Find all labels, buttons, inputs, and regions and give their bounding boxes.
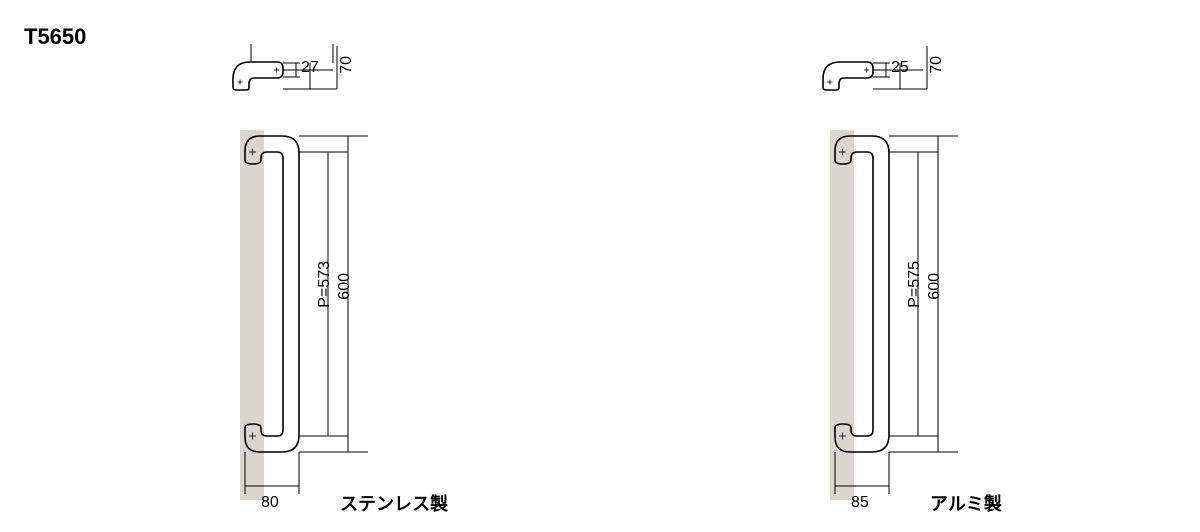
top-view-elbow: [233, 62, 283, 90]
dim-bottom: 80: [261, 494, 279, 512]
bottom-dimension: [245, 452, 299, 494]
bottom-dimension: [835, 452, 889, 494]
dim-length: 600: [926, 273, 944, 300]
dim-top-a: 27: [301, 59, 319, 77]
drawing-svg: [220, 46, 520, 516]
dim-top-b: 70: [338, 56, 356, 74]
front-view-handle: [245, 136, 299, 452]
caption-stainless: ステンレス製: [340, 490, 448, 516]
dim-top-b: 70: [928, 56, 946, 74]
dim-bottom: 85: [851, 494, 869, 512]
front-view-handle: [835, 136, 889, 452]
dim-top-a: 25: [891, 59, 909, 77]
dim-length: 600: [336, 273, 354, 300]
product-code: T5650: [24, 24, 86, 50]
top-view-elbow: [823, 62, 873, 90]
diagram-stainless: 27 70 P=573 600 80 ステンレス製: [220, 46, 520, 516]
caption-aluminum: アルミ製: [930, 490, 1002, 516]
dim-pitch: P=575: [906, 261, 924, 308]
dim-pitch: P=573: [316, 261, 334, 308]
top-dimensions: [251, 44, 337, 89]
drawing-svg: [810, 46, 1110, 516]
diagram-aluminum: 25 70 P=575 600 85 アルミ製: [810, 46, 1110, 516]
